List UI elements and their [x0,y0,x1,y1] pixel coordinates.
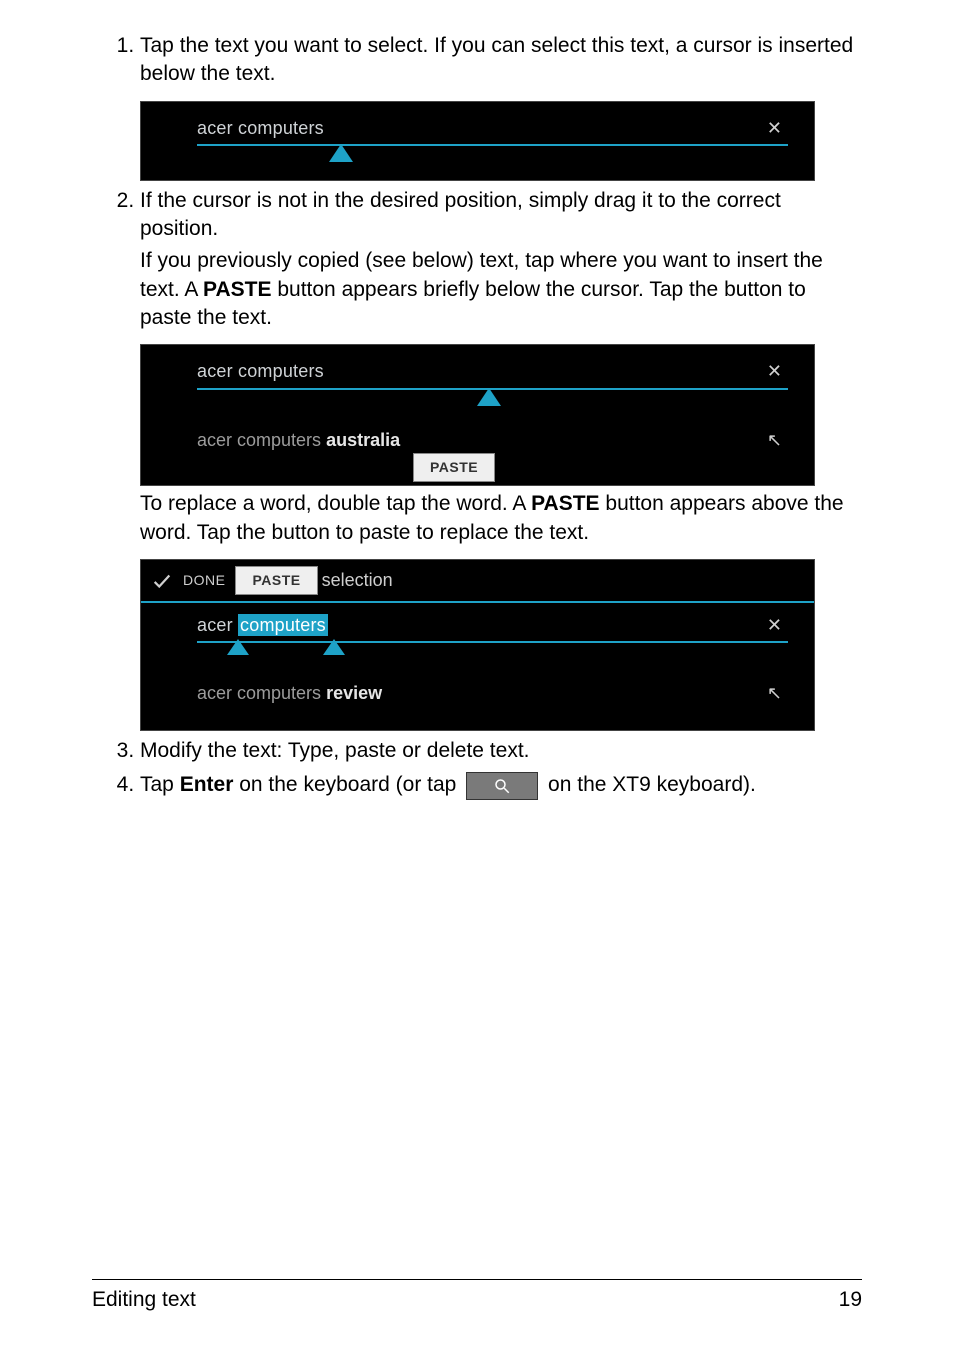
cursor-handle-icon[interactable] [329,144,353,162]
enter-word: Enter [180,773,234,796]
step-2a-text: If the cursor is not in the desired posi… [140,189,781,240]
selected-word: computers [238,614,328,636]
paste-button[interactable]: PASTE [235,566,317,595]
step-4-pre: Tap [140,773,180,796]
paste-word-1: PASTE [203,278,271,301]
selection-handle-left-icon[interactable] [227,639,249,655]
selection-handle-right-icon[interactable] [323,639,345,655]
search-query: acer computers [197,116,761,140]
paste-word-2: PASTE [531,492,599,515]
step-4-post: on the XT9 keyboard). [542,773,756,796]
search-key-icon[interactable] [466,772,538,800]
clear-icon[interactable]: ✕ [761,359,788,383]
selection-hint: selection [322,568,393,592]
step-4: Tap Enter on the keyboard (or tap on the… [140,771,862,799]
step-2c-pre: To replace a word, double tap the word. … [140,492,531,515]
footer-title: Editing text [92,1288,196,1312]
insert-arrow-icon[interactable]: ↖ [767,681,788,705]
search-bar[interactable]: acer computers ✕ [197,613,788,643]
screenshot-3: DONE PASTE selection acer computers ✕ [140,559,815,731]
step-4-mid: on the keyboard (or tap [233,773,462,796]
screenshot-2: acer computers ✕ acer computers australi… [140,344,815,486]
clear-icon[interactable]: ✕ [761,613,788,637]
done-check-icon[interactable] [149,568,175,594]
search-bar[interactable]: acer computers ✕ [197,116,788,146]
paste-button[interactable]: PASTE [413,453,495,482]
step-3-text: Modify the text: Type, paste or delete t… [140,739,530,762]
step-2: If the cursor is not in the desired posi… [140,187,862,731]
step-1-text: Tap the text you want to select. If you … [140,34,853,85]
selection-topbar: DONE PASTE selection [141,560,814,603]
cursor-handle-icon[interactable] [477,388,501,406]
step-3: Modify the text: Type, paste or delete t… [140,737,862,765]
search-query: acer computers [197,613,761,637]
search-query: acer computers [197,359,761,383]
step-1: Tap the text you want to select. If you … [140,32,862,181]
clear-icon[interactable]: ✕ [761,116,788,140]
done-label[interactable]: DONE [183,571,225,590]
footer-page-number: 19 [839,1288,862,1312]
suggestion-row[interactable]: acer computers australia ↖ [197,422,796,460]
suggestion-text: acer computers australia [197,428,767,452]
suggestion-text: acer computers review [197,681,767,705]
insert-arrow-icon[interactable]: ↖ [767,428,788,452]
screenshot-1: acer computers ✕ [140,101,815,181]
search-bar[interactable]: acer computers ✕ [197,359,788,389]
page-footer: Editing text 19 [92,1279,862,1312]
suggestion-row[interactable]: acer computers review ↖ [197,675,796,713]
